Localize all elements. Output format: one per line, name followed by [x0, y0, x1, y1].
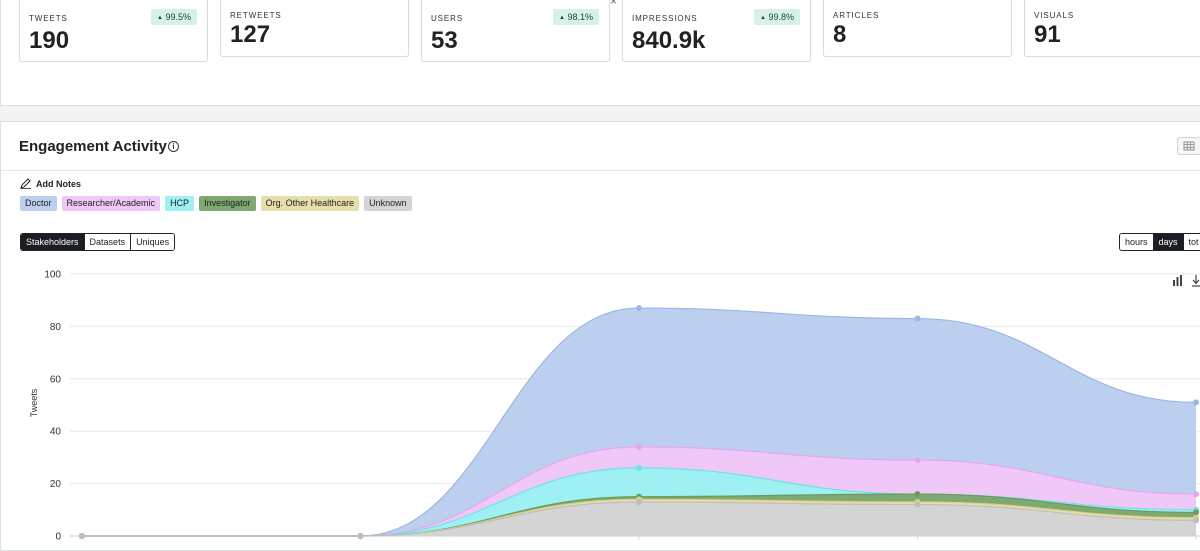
bar-chart-icon[interactable] — [1173, 275, 1182, 286]
stat-card-impressions[interactable]: IMPRESSIONS 840.9k ▲ 99.8% — [622, 0, 811, 62]
data-point[interactable] — [1193, 491, 1199, 498]
legend-chip-doctor[interactable]: Doctor — [20, 196, 57, 211]
stat-card-retweets[interactable]: RETWEETS 127 — [220, 0, 409, 57]
legend-chip-unknown[interactable]: Unknown — [364, 196, 412, 211]
data-point[interactable] — [1193, 399, 1199, 406]
legend-chip-researcher[interactable]: Researcher/Academic — [61, 196, 161, 211]
time-toggle: hours days tot — [1119, 233, 1200, 251]
stat-label: IMPRESSIONS — [632, 14, 698, 23]
pencil-icon — [20, 178, 31, 189]
stat-value: 190 — [29, 27, 70, 54]
tab-stakeholders[interactable]: Stakeholders — [21, 234, 85, 250]
data-point[interactable] — [636, 443, 642, 450]
download-icon[interactable] — [1192, 275, 1200, 287]
data-point[interactable] — [636, 305, 642, 312]
chart-points — [79, 305, 1199, 539]
add-notes-label: Add Notes — [36, 178, 81, 189]
engagement-header: Engagement Activity i — [1, 122, 1200, 171]
engagement-title: Engagement Activity — [19, 138, 167, 155]
legend: Doctor Researcher/Academic HCP Investiga… — [20, 196, 412, 211]
table-view-icon[interactable] — [1177, 137, 1200, 155]
stat-card-tweets[interactable]: TWEETS 190 ▲ 99.5% — [19, 0, 208, 62]
y-tick-label: 20 — [50, 479, 62, 490]
stat-value: 8 — [833, 21, 847, 48]
info-icon[interactable]: i — [168, 141, 179, 152]
y-tick-label: 60 — [50, 374, 62, 385]
data-point[interactable] — [1193, 509, 1199, 516]
y-tick-label: 40 — [50, 427, 62, 438]
stat-label: RETWEETS — [230, 11, 282, 20]
tab-hours[interactable]: hours — [1120, 234, 1154, 250]
trend-up-icon: ▲ — [157, 15, 163, 21]
view-toggle: Stakeholders Datasets Uniques — [20, 233, 176, 251]
add-notes-button[interactable]: Add Notes — [20, 178, 81, 189]
stat-trend-badge: ▲ 98.1% — [553, 9, 599, 25]
y-tick-label: 80 — [50, 322, 62, 333]
data-point[interactable] — [914, 315, 921, 322]
stat-value: 53 — [431, 27, 458, 54]
data-point[interactable] — [79, 533, 85, 539]
data-point[interactable] — [914, 501, 921, 508]
stat-label: USERS — [431, 14, 464, 23]
data-point[interactable] — [914, 491, 921, 498]
stat-value: 127 — [230, 21, 271, 48]
data-point[interactable] — [1193, 517, 1199, 524]
trend-up-icon: ▲ — [760, 15, 766, 21]
tab-total[interactable]: tot — [1183, 234, 1200, 250]
tab-days[interactable]: days — [1153, 234, 1184, 250]
stat-card-visuals[interactable]: VISUALS 91 — [1024, 0, 1200, 57]
y-axis-label: Tweets — [29, 388, 39, 417]
stat-label: VISUALS — [1034, 11, 1075, 20]
stat-value: 91 — [1034, 21, 1061, 48]
tab-datasets[interactable]: Datasets — [84, 234, 132, 250]
tab-uniques[interactable]: Uniques — [131, 234, 175, 250]
stat-card-users[interactable]: USERS 53 ▲ 98.1% — [421, 0, 610, 62]
y-tick-label: 100 — [44, 270, 61, 281]
data-point[interactable] — [636, 498, 642, 505]
area-unknown[interactable] — [82, 501, 1196, 536]
stat-label: TWEETS — [29, 14, 68, 23]
stat-trend-badge: ▲ 99.5% — [151, 9, 197, 25]
legend-chip-investigator[interactable]: Investigator — [199, 196, 256, 211]
close-icon[interactable]: × — [610, 0, 618, 8]
y-tick-label: 0 — [55, 532, 61, 541]
legend-chip-hcp[interactable]: HCP — [165, 196, 195, 211]
trend-up-icon: ▲ — [559, 15, 565, 21]
stat-trend-badge: ▲ 99.8% — [754, 9, 800, 25]
stat-card-articles[interactable]: ARTICLES 8 — [823, 0, 1012, 57]
data-point[interactable] — [914, 457, 921, 464]
stat-label: ARTICLES — [833, 11, 880, 20]
data-point[interactable] — [636, 464, 642, 471]
data-point[interactable] — [357, 533, 364, 539]
legend-chip-org-other-healthcare[interactable]: Org. Other Healthcare — [260, 196, 360, 211]
stat-value: 840.9k — [632, 27, 706, 54]
y-axis: 0 20 40 60 80 100 — [44, 270, 61, 541]
